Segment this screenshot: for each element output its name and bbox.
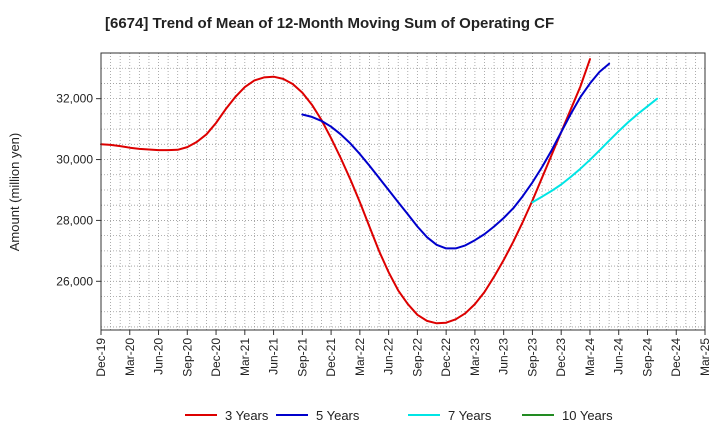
x-tick-label: Mar-21 — [238, 338, 252, 376]
plot-area: 26,000 28,000 30,000 32,000 Dec-19 Mar-20 Jun-… — [56, 52, 712, 377]
x-tick-label: Jun-22 — [382, 338, 396, 375]
x-tick-label: Jun-21 — [267, 338, 281, 375]
y-tick-label: 26,000 — [56, 274, 93, 288]
x-tick-label: Dec-23 — [554, 338, 568, 377]
x-tick-label: Sep-20 — [180, 338, 194, 377]
x-tick-label: Sep-23 — [525, 338, 539, 377]
plot-frame — [100, 52, 706, 331]
x-tick-label: Jun-23 — [497, 338, 511, 375]
x-tick-label: Mar-20 — [123, 338, 137, 376]
y-axis-label: Amount (million yen) — [7, 133, 22, 252]
legend-label-10-years: 10 Years — [562, 408, 613, 423]
y-tick-label: 28,000 — [56, 213, 93, 227]
series-line-7-years — [531, 97, 659, 204]
x-tick-label: Sep-22 — [410, 338, 424, 377]
x-tick-label: Sep-24 — [640, 338, 654, 377]
legend-label-3-years: 3 Years — [225, 408, 269, 423]
legend-label-5-years: 5 Years — [316, 408, 360, 423]
x-tick-label: Dec-19 — [94, 338, 108, 377]
x-tick-label: Dec-20 — [209, 338, 223, 377]
x-tick-label: Sep-21 — [295, 338, 309, 377]
y-tick-label: 32,000 — [56, 92, 93, 106]
x-tick-label: Mar-25 — [698, 338, 712, 376]
series-line-5-years — [301, 62, 611, 250]
legend: 3 Years 5 Years 7 Years 10 Years — [185, 408, 613, 423]
x-tick-label: Mar-23 — [468, 338, 482, 376]
series-line-3-years — [100, 58, 591, 325]
x-tick-label: Jun-20 — [152, 338, 166, 375]
plot-background — [101, 53, 705, 330]
x-tick-label: Dec-24 — [669, 338, 683, 377]
x-tick-label: Dec-21 — [324, 338, 338, 377]
x-tick-label: Mar-24 — [583, 338, 597, 376]
x-tick-label: Jun-24 — [612, 338, 626, 375]
x-tick-label: Dec-22 — [439, 338, 453, 377]
y-tick-label: 30,000 — [56, 153, 93, 167]
legend-label-7-years: 7 Years — [448, 408, 492, 423]
x-tick-label: Mar-22 — [353, 338, 367, 376]
chart-title: [6674] Trend of Mean of 12-Month Moving … — [105, 15, 554, 32]
